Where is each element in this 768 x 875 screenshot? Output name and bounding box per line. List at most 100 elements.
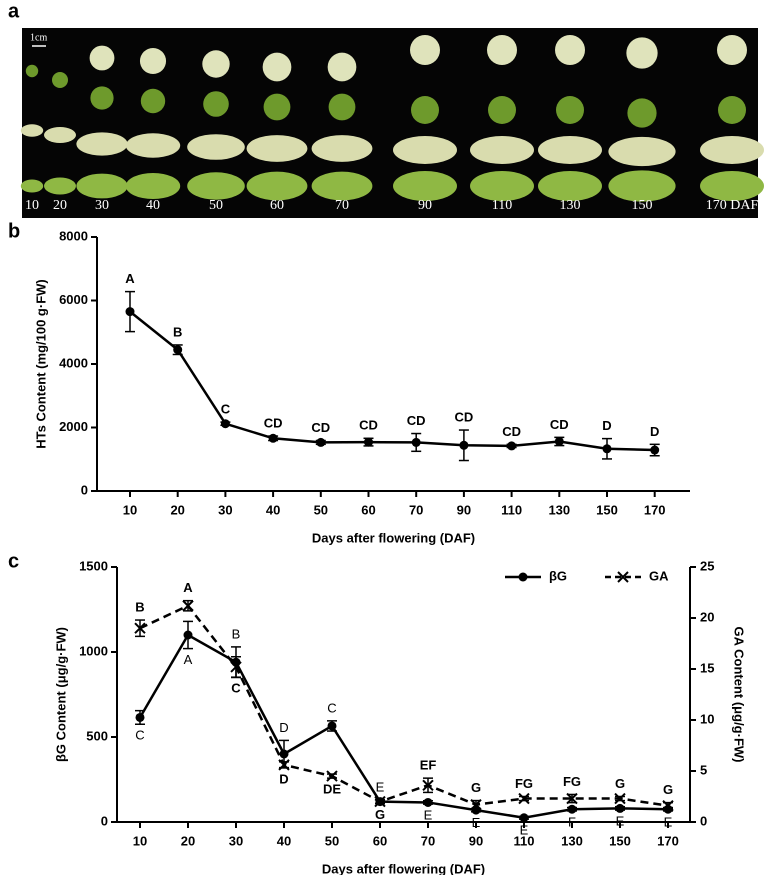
x-tick-label: 40 (277, 833, 291, 848)
point (422, 779, 434, 791)
fruit-cross (555, 35, 585, 65)
point (602, 444, 612, 454)
x-tick-label: 60 (361, 502, 375, 517)
point (183, 630, 193, 640)
significance-letter: EF (420, 758, 437, 773)
significance-letter: CD (359, 418, 378, 433)
point (554, 436, 564, 446)
point (374, 795, 386, 808)
point (327, 721, 337, 731)
fruit-whole (90, 86, 114, 110)
fruits (20, 35, 764, 202)
fruit-cross (139, 47, 167, 75)
point (423, 797, 433, 807)
significance-letter: CD (455, 409, 474, 424)
x-tick-label: 20 (181, 833, 195, 848)
y-tick-label: 8000 (59, 228, 88, 243)
point (662, 799, 674, 812)
fruit-section (470, 136, 534, 164)
x-tick-label: 170 (644, 502, 666, 517)
fruit-whole (328, 93, 356, 121)
fruit-section (311, 135, 373, 162)
significance-letter: A (184, 652, 193, 667)
fruit (125, 172, 181, 200)
photo-label: 110 (492, 198, 512, 213)
fruit-cross (626, 37, 658, 69)
fruit-section (187, 134, 245, 160)
fruit-whole (203, 91, 229, 117)
point (278, 759, 290, 771)
panel-label: b (8, 220, 20, 242)
point (567, 804, 577, 814)
y2-tick-label: 15 (700, 660, 714, 675)
point (650, 445, 660, 455)
photo-label: 10 (25, 198, 39, 213)
fruit-whole (627, 98, 657, 128)
significance-letter: FG (515, 776, 533, 791)
photo-label: 90 (418, 198, 432, 213)
fruit-cross (717, 35, 747, 65)
fruit-section (246, 135, 308, 162)
x-tick-label: 10 (123, 502, 137, 517)
x-axis-label: Days after flowering (DAF) (312, 530, 475, 545)
y2-tick-label: 0 (700, 813, 707, 828)
fruit (44, 177, 76, 195)
significance-letter: C (327, 700, 336, 715)
photo-label: 30 (95, 198, 109, 213)
significance-letter: D (279, 720, 288, 735)
fruit-section (393, 136, 457, 164)
x-tick-label: 110 (514, 833, 535, 848)
significance-letter: CD (502, 424, 521, 439)
point (566, 792, 578, 805)
x-tick-label: 30 (218, 502, 232, 517)
x-tick-label: 50 (325, 833, 339, 848)
significance-letter: D (279, 771, 288, 786)
photo-label: 70 (335, 198, 349, 213)
y2-tick-label: 5 (700, 762, 707, 777)
x-tick-label: 170 (657, 833, 679, 848)
y-axis-label: HTs Content (mg/100 g·FW) (33, 279, 48, 448)
point (230, 661, 242, 673)
fruit-cross (487, 35, 517, 65)
fruit-cross (262, 52, 292, 82)
fruit-section (20, 124, 44, 137)
line (138, 633, 669, 820)
fruit-whole (488, 96, 516, 124)
point (316, 437, 326, 447)
photo-label: 50 (209, 198, 223, 213)
fruit-cross (327, 52, 357, 82)
y2-tick-label: 10 (700, 711, 714, 726)
significance-letter: E (472, 815, 481, 830)
line (139, 604, 669, 807)
fruit (76, 173, 128, 199)
x-axis-label: Days after flowering (DAF) (322, 861, 485, 875)
significance-letter: E (664, 814, 673, 829)
photo-label: 150 (632, 198, 653, 213)
y-tick-label: 1500 (79, 558, 108, 573)
significance-letter: G (663, 782, 673, 797)
point (135, 712, 145, 722)
fruit-whole (556, 96, 584, 124)
y-tick-label: 0 (81, 482, 88, 497)
fruit-whole (25, 64, 39, 78)
photo-label: 40 (146, 198, 160, 213)
x-tick-label: 10 (133, 833, 147, 848)
legend-marker (617, 571, 629, 583)
photo-label: 170 DAF (706, 198, 759, 213)
point (125, 307, 135, 317)
fruit-whole (718, 96, 746, 124)
fruit (608, 170, 676, 202)
point (615, 803, 625, 813)
point (220, 419, 230, 429)
significance-letter: E (520, 823, 529, 838)
point (182, 600, 194, 612)
photo-label: 20 (53, 198, 67, 213)
point (519, 813, 529, 823)
fruit-cross (202, 50, 230, 78)
significance-letter: G (471, 780, 481, 795)
significance-letter: A (125, 271, 135, 286)
x-tick-label: 20 (170, 502, 184, 517)
x-tick-label: 90 (457, 502, 471, 517)
panel-label: c (8, 550, 19, 572)
fruit-whole (411, 96, 439, 124)
